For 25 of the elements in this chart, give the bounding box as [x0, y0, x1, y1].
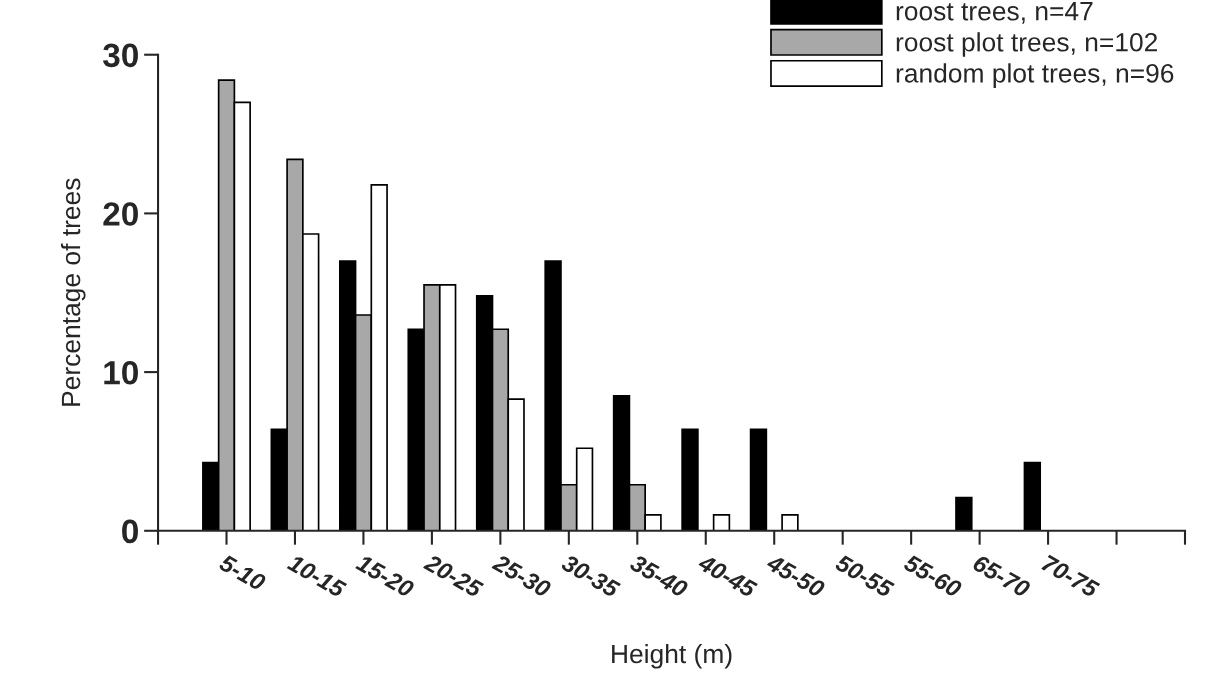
- x-tick-label: 15-20: [355, 553, 416, 599]
- y-tick-label: 0: [122, 519, 138, 544]
- bar: [749, 428, 768, 531]
- x-tick-label: 45-50: [765, 553, 827, 599]
- bar: [1023, 461, 1042, 531]
- y-tick-label: 30: [102, 43, 138, 68]
- x-axis-title: Height (m): [612, 643, 732, 669]
- bar: [681, 428, 699, 531]
- x-tick-label: 25-30: [491, 553, 553, 599]
- bar: [781, 514, 799, 531]
- bar: [712, 514, 731, 531]
- bar: [955, 496, 973, 531]
- legend-label: random plot trees, n=96: [896, 63, 1174, 88]
- y-tick-label: 10: [104, 360, 138, 385]
- x-tick-label: 5-10: [218, 553, 267, 592]
- x-tick-label: 20-25: [422, 553, 485, 599]
- x-tick-label: 40-45: [696, 553, 758, 599]
- legend-label: roost plot trees, n=102: [896, 32, 1158, 57]
- x-tick-label: 30-35: [560, 553, 622, 599]
- y-tick-label: 20: [103, 202, 138, 226]
- x-tick-label: 10-15: [286, 553, 348, 599]
- legend-label: roost trees, n=47: [896, 2, 1093, 24]
- x-tick-label: 35-40: [628, 553, 690, 599]
- x-tick-label: 65-70: [971, 554, 1032, 599]
- y-axis-title: Percentage of trees: [60, 178, 86, 406]
